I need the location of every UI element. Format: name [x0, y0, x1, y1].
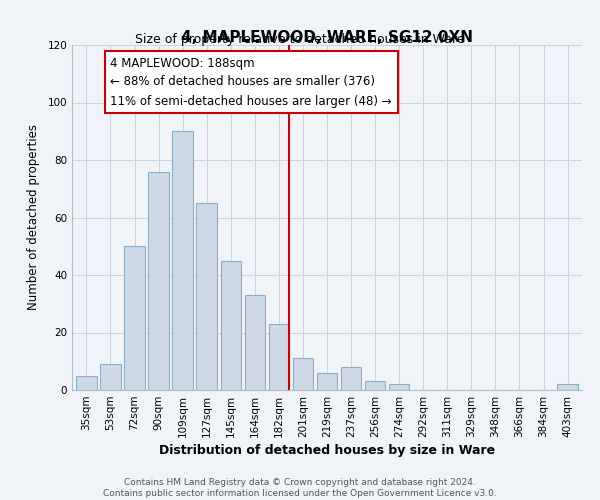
Title: 4, MAPLEWOOD, WARE, SG12 0XN: 4, MAPLEWOOD, WARE, SG12 0XN	[181, 30, 473, 45]
Bar	[341, 367, 361, 390]
Bar	[269, 324, 289, 390]
X-axis label: Distribution of detached houses by size in Ware: Distribution of detached houses by size …	[159, 444, 495, 457]
Bar	[196, 203, 217, 390]
Text: Contains HM Land Registry data © Crown copyright and database right 2024.
Contai: Contains HM Land Registry data © Crown c…	[103, 478, 497, 498]
Bar	[317, 373, 337, 390]
Bar	[148, 172, 169, 390]
Bar	[557, 384, 578, 390]
Bar	[365, 382, 385, 390]
Bar	[124, 246, 145, 390]
Bar	[245, 295, 265, 390]
Text: 4 MAPLEWOOD: 188sqm
← 88% of detached houses are smaller (376)
11% of semi-detac: 4 MAPLEWOOD: 188sqm ← 88% of detached ho…	[110, 56, 392, 108]
Bar	[172, 131, 193, 390]
Bar	[76, 376, 97, 390]
Bar	[293, 358, 313, 390]
Text: Size of property relative to detached houses in Ware: Size of property relative to detached ho…	[135, 32, 465, 46]
Y-axis label: Number of detached properties: Number of detached properties	[28, 124, 40, 310]
Bar	[100, 364, 121, 390]
Bar	[221, 260, 241, 390]
Bar	[389, 384, 409, 390]
